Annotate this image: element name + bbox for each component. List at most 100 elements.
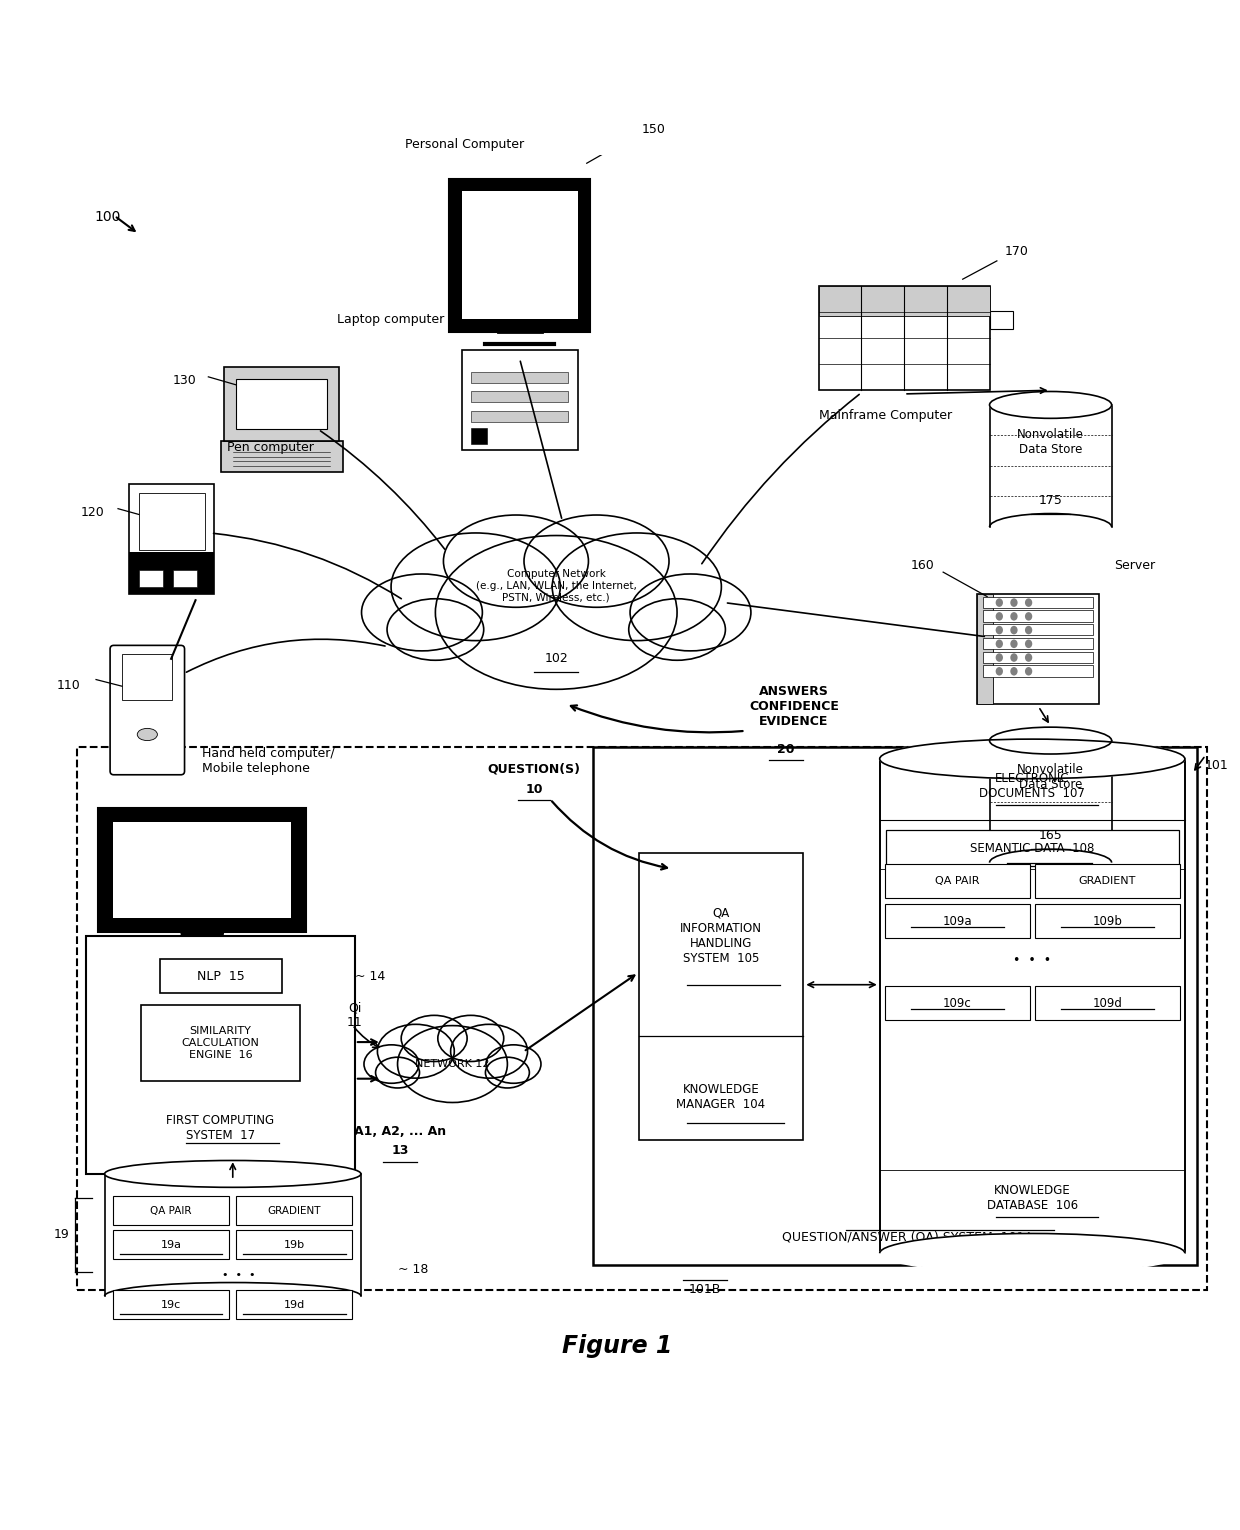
FancyBboxPatch shape [113,1230,229,1259]
FancyBboxPatch shape [1034,985,1180,1021]
Text: 102: 102 [544,652,568,666]
Polygon shape [879,759,1185,1253]
Bar [990,311,1013,329]
Ellipse shape [996,598,1003,607]
Text: •  •  •: • • • [222,1270,255,1281]
Text: 150: 150 [641,124,666,136]
Ellipse shape [996,640,1003,649]
Ellipse shape [376,1057,419,1088]
Text: Computer Network
(e.g., LAN, WLAN, the Internet,
PSTN, Wireless, etc.): Computer Network (e.g., LAN, WLAN, the I… [476,569,636,603]
Text: 101B: 101B [689,1282,722,1296]
Ellipse shape [438,1016,503,1062]
Polygon shape [990,405,1111,526]
Text: 160: 160 [911,558,935,572]
Ellipse shape [402,1016,467,1062]
Ellipse shape [990,727,1111,754]
Text: 165: 165 [1039,829,1063,843]
Bar [139,569,164,588]
Text: 170: 170 [1004,245,1028,259]
Text: QA
INFORMATION
HANDLING
SYSTEM  105: QA INFORMATION HANDLING SYSTEM 105 [680,907,763,965]
Polygon shape [990,741,1111,863]
Ellipse shape [486,1045,541,1083]
Text: Nonvolatile
Data Store: Nonvolatile Data Store [1017,427,1084,456]
FancyBboxPatch shape [237,1196,352,1226]
Ellipse shape [629,598,725,661]
Bar [983,597,1094,607]
Bar [983,652,1094,662]
FancyBboxPatch shape [224,367,339,441]
Ellipse shape [1011,667,1018,676]
Text: NLP  15: NLP 15 [197,970,244,982]
Bar [449,179,590,332]
Ellipse shape [1011,612,1018,621]
Text: 109a: 109a [942,915,972,927]
FancyBboxPatch shape [129,485,215,594]
Text: KNOWLEDGE
MANAGER  104: KNOWLEDGE MANAGER 104 [677,1083,765,1111]
Bar [977,594,993,704]
Bar [471,412,568,422]
Bar [983,624,1094,635]
FancyBboxPatch shape [593,747,1197,1265]
FancyBboxPatch shape [113,1290,229,1319]
Ellipse shape [879,1233,1185,1273]
Text: Server: Server [1114,558,1156,572]
FancyBboxPatch shape [123,653,172,701]
Text: FIRST COMPUTING
SYSTEM  17: FIRST COMPUTING SYSTEM 17 [166,1114,274,1141]
Text: ELECTRONIC
DOCUMENTS  107: ELECTRONIC DOCUMENTS 107 [980,771,1085,800]
Ellipse shape [387,598,484,661]
Text: 19c: 19c [161,1299,181,1310]
FancyBboxPatch shape [884,985,1030,1021]
FancyBboxPatch shape [1034,904,1180,938]
FancyBboxPatch shape [237,379,327,428]
Ellipse shape [377,1024,454,1079]
Bar [983,666,1094,676]
Bar [113,822,291,918]
Ellipse shape [1025,653,1032,662]
Ellipse shape [1011,598,1018,607]
Ellipse shape [1025,626,1032,635]
Bar [461,350,578,450]
Text: 13: 13 [392,1144,409,1157]
Ellipse shape [1025,640,1032,649]
Ellipse shape [138,728,157,741]
Text: Personal Computer: Personal Computer [405,138,525,151]
FancyBboxPatch shape [1034,864,1180,898]
Ellipse shape [1011,653,1018,662]
Text: ANSWERS
CONFIDENCE
EVIDENCE: ANSWERS CONFIDENCE EVIDENCE [749,685,839,728]
Text: 19d: 19d [284,1299,305,1310]
Ellipse shape [1011,626,1018,635]
FancyBboxPatch shape [129,552,215,594]
FancyBboxPatch shape [104,1174,361,1296]
Ellipse shape [450,1024,527,1079]
Text: 100: 100 [94,210,122,223]
Text: QUESTION(S): QUESTION(S) [487,762,580,776]
FancyBboxPatch shape [884,904,1030,938]
Bar [461,191,578,320]
Ellipse shape [630,574,751,650]
Ellipse shape [391,532,560,641]
Ellipse shape [996,612,1003,621]
Text: 110: 110 [57,679,81,692]
Text: 19a: 19a [161,1239,181,1250]
FancyBboxPatch shape [221,441,342,473]
Bar [983,638,1094,649]
Text: •  •  •: • • • [1013,953,1052,967]
Ellipse shape [879,739,1185,779]
Ellipse shape [1025,667,1032,676]
Ellipse shape [444,516,589,607]
Text: Mainframe Computer: Mainframe Computer [820,409,952,422]
Text: 10: 10 [526,783,543,796]
Text: 19: 19 [53,1229,69,1241]
Text: 130: 130 [172,373,196,387]
Ellipse shape [398,1025,507,1103]
Text: 109d: 109d [1092,996,1122,1010]
Text: QA PAIR: QA PAIR [935,877,980,886]
Text: ~ 14: ~ 14 [355,970,386,982]
Text: KNOWLEDGE
DATABASE  106: KNOWLEDGE DATABASE 106 [987,1184,1078,1212]
Text: 101: 101 [1204,759,1228,773]
FancyBboxPatch shape [885,829,1179,866]
FancyBboxPatch shape [139,493,205,551]
FancyBboxPatch shape [110,646,185,774]
Text: QA PAIR: QA PAIR [150,1206,192,1215]
Ellipse shape [552,532,722,641]
